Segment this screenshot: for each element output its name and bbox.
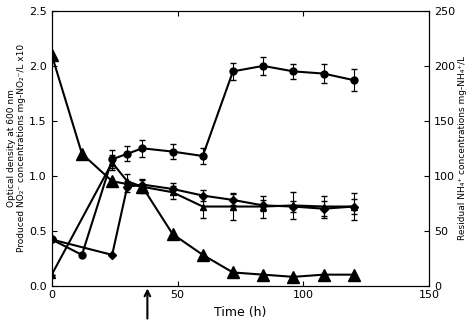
Y-axis label: Residual NH₄⁺ concentrations mg-NH₄⁺/L: Residual NH₄⁺ concentrations mg-NH₄⁺/L [458,56,467,240]
X-axis label: Time (h): Time (h) [214,306,267,319]
Y-axis label: Optical density at 600 nm
Produced NO₂⁻ concentrations mg-NO₂⁻/L x10: Optical density at 600 nm Produced NO₂⁻ … [7,44,27,252]
